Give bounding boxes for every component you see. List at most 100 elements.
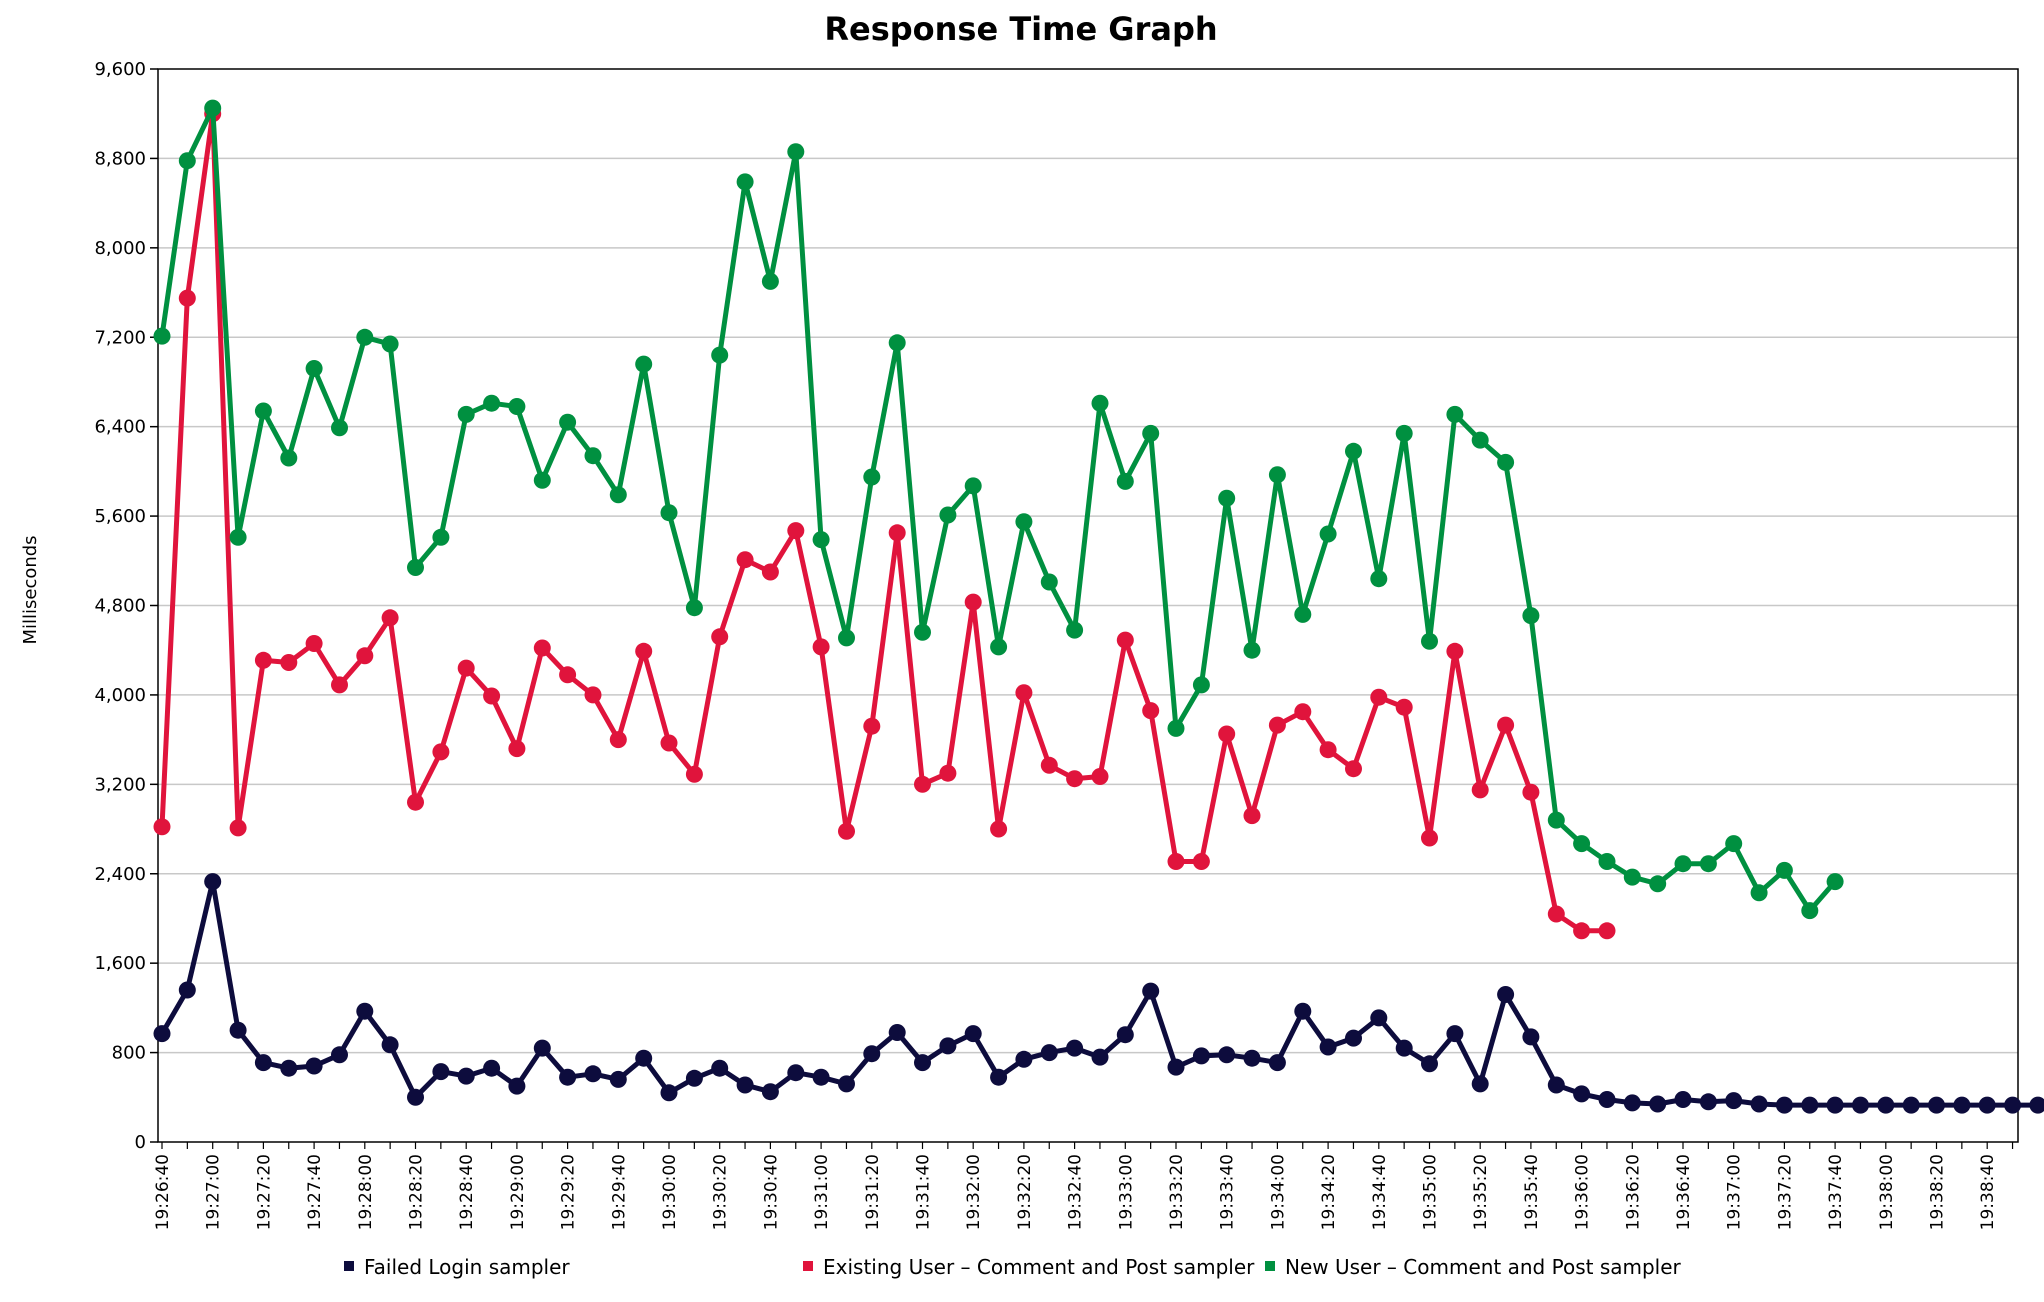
data-point	[1725, 835, 1743, 853]
data-point	[1116, 1026, 1134, 1044]
data-point	[736, 173, 754, 191]
data-point	[609, 486, 627, 504]
data-point	[1902, 1096, 1920, 1114]
data-point	[635, 1049, 653, 1067]
data-point	[1192, 1047, 1210, 1065]
y-tick-label: 7,200	[94, 327, 146, 348]
data-point	[153, 1025, 171, 1043]
x-tick-label: 19:34:20	[1319, 1154, 1339, 1230]
x-tick-label: 19:30:00	[660, 1154, 680, 1230]
data-point	[2029, 1096, 2044, 1114]
data-point	[1142, 702, 1160, 720]
data-point	[1370, 688, 1388, 706]
data-point	[178, 152, 196, 170]
data-point	[838, 1075, 855, 1093]
data-point	[508, 398, 526, 415]
data-point	[812, 638, 830, 656]
y-tick-label: 8,800	[94, 148, 146, 169]
x-axis-ticks: 19:26:40 19:27:00 19:27:20 19:27:40 19:28:00…	[153, 1142, 2014, 1230]
x-tick-label: 19:28:20	[407, 1154, 427, 1230]
data-point	[1015, 1050, 1033, 1068]
data-point	[1345, 1029, 1362, 1047]
y-tick-label: 5,600	[94, 506, 146, 527]
x-tick-label: 19:33:40	[1218, 1154, 1238, 1230]
data-point	[1142, 424, 1160, 442]
x-tick-label: 19:35:40	[1522, 1154, 1542, 1230]
series-1	[153, 873, 2044, 1114]
y-tick-label: 6,400	[94, 417, 146, 438]
data-point	[1218, 1046, 1236, 1064]
data-point	[1573, 922, 1591, 940]
data-point	[1370, 570, 1388, 588]
data-point	[153, 327, 171, 345]
data-point	[787, 1064, 805, 1082]
data-point	[178, 289, 196, 307]
data-point	[1953, 1096, 1971, 1114]
x-tick-label: 19:35:00	[1421, 1154, 1441, 1230]
data-point	[1091, 394, 1109, 412]
data-point	[1243, 807, 1261, 825]
data-point	[1573, 1085, 1591, 1103]
data-point	[1167, 853, 1185, 870]
x-tick-label: 19:28:00	[356, 1154, 376, 1230]
data-point	[331, 1046, 348, 1064]
x-tick-label: 19:36:40	[1674, 1154, 1694, 1230]
y-tick-label: 800	[112, 1043, 146, 1064]
data-point	[1116, 472, 1134, 490]
data-point	[1725, 1092, 1743, 1110]
data-point	[305, 360, 323, 377]
data-point	[1750, 884, 1768, 902]
x-tick-label: 19:36:00	[1573, 1154, 1593, 1230]
data-point	[761, 563, 779, 581]
data-point	[1294, 1002, 1312, 1020]
data-point	[331, 419, 348, 437]
data-point	[356, 647, 374, 665]
data-point	[559, 1068, 577, 1086]
data-point	[1040, 1044, 1058, 1062]
data-point	[685, 765, 703, 783]
data-point	[1421, 829, 1438, 847]
data-point	[254, 651, 272, 669]
data-point	[1598, 922, 1616, 940]
series-2	[153, 105, 1616, 940]
data-point	[1497, 716, 1515, 734]
data-point	[1345, 442, 1362, 460]
x-tick-label: 19:32:20	[1015, 1154, 1035, 1230]
data-point	[863, 468, 881, 486]
data-point	[888, 524, 906, 542]
x-tick-label: 19:34:00	[1268, 1154, 1288, 1230]
data-point	[204, 873, 222, 891]
x-tick-label: 19:32:00	[964, 1154, 984, 1230]
x-tick-label: 19:35:20	[1471, 1154, 1491, 1230]
data-point	[1547, 811, 1565, 829]
data-point	[1243, 1049, 1261, 1067]
data-point	[356, 1002, 374, 1020]
data-point	[508, 1077, 526, 1095]
x-tick-label: 19:29:40	[609, 1154, 629, 1230]
data-point	[381, 1036, 399, 1054]
x-tick-label: 19:31:40	[914, 1154, 934, 1230]
y-axis-label: Milliseconds	[20, 535, 41, 644]
data-point	[254, 1054, 272, 1072]
data-point	[1268, 1054, 1286, 1072]
x-tick-label: 19:38:20	[1928, 1154, 1948, 1230]
legend-label: Existing User – Comment and Post sampler	[823, 1255, 1255, 1279]
data-point	[1471, 1075, 1489, 1093]
data-point	[1066, 621, 1084, 639]
data-point	[1091, 768, 1109, 785]
data-point	[1268, 466, 1286, 484]
y-tick-label: 4,000	[94, 685, 146, 706]
y-axis-ticks: 0 800 1,600 2,400 3,200 4,000 4,800 5,600 6,400 7…	[94, 59, 158, 1153]
data-point	[1040, 573, 1058, 591]
data-point	[1522, 1028, 1540, 1046]
y-tick-label: 2,400	[94, 864, 146, 885]
data-point	[1623, 1094, 1641, 1112]
data-point	[1801, 1096, 1819, 1114]
data-point	[1116, 631, 1134, 649]
data-point	[1167, 1058, 1185, 1076]
data-point	[990, 1068, 1008, 1086]
data-point	[1573, 835, 1591, 853]
data-point	[914, 623, 931, 641]
data-point	[229, 1021, 247, 1039]
data-point	[204, 99, 222, 117]
